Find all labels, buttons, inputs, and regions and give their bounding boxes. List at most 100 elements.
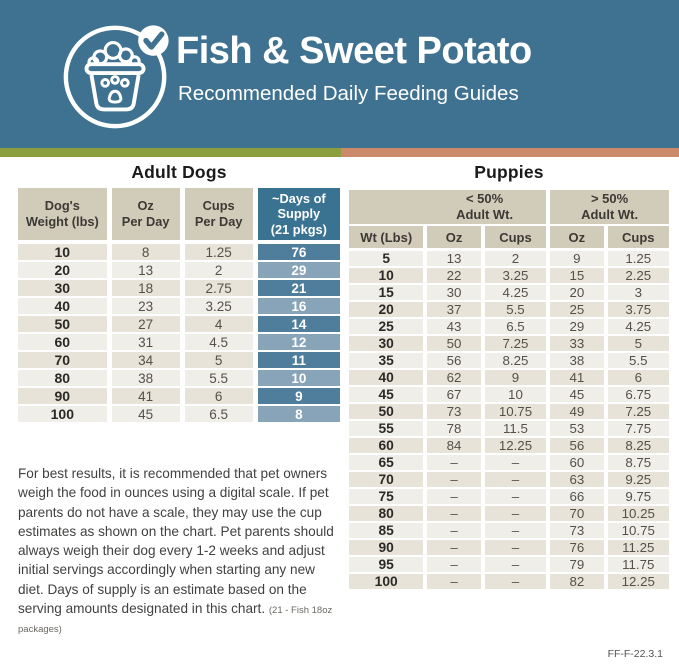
cups-over-50-cell: 3.75 bbox=[607, 302, 669, 319]
oz-over-50-cell: 76 bbox=[550, 540, 604, 557]
oz-over-50-cell: 60 bbox=[550, 455, 604, 472]
oz-under-50-cell: 73 bbox=[427, 404, 481, 421]
cups-over-50-cell: 1.25 bbox=[607, 251, 669, 268]
cups-over-50-cell: 5.5 bbox=[607, 353, 669, 370]
weight-cell: 10 bbox=[349, 268, 424, 285]
weight-cell: 90 bbox=[349, 540, 424, 557]
puppies-title: Puppies bbox=[474, 162, 544, 182]
oz-per-day-cell: 13 bbox=[111, 262, 180, 280]
puppies-row: 75– –66 9.75 bbox=[349, 489, 669, 506]
days-of-supply-cell: 29 bbox=[257, 262, 340, 280]
oz-under-50-cell: 13 bbox=[427, 251, 481, 268]
header-banner: Fish & Sweet Potato Recommended Daily Fe… bbox=[0, 0, 679, 148]
puppies-tbody: 5 13 2 9 1.25 10 22 3.25 15 2.25 15 30 4.25 20 3 20 37 5.… bbox=[349, 251, 669, 591]
cups-under-50-cell: 2 bbox=[484, 251, 547, 268]
col-header-wt-lbs: Wt (Lbs) bbox=[349, 226, 424, 251]
col-header-cups-over: Cups bbox=[607, 226, 669, 251]
days-of-supply-cell: 10 bbox=[257, 370, 340, 388]
adult-dogs-row: 60 31 4.5 12 bbox=[18, 334, 340, 352]
oz-under-50-cell: 50 bbox=[427, 336, 481, 353]
cups-over-50-cell: 4.25 bbox=[607, 319, 669, 336]
oz-under-50-cell: 37 bbox=[427, 302, 481, 319]
cups-over-50-cell: 9.25 bbox=[607, 472, 669, 489]
cups-under-50-cell: 10 bbox=[484, 387, 547, 404]
cups-over-50-cell: 7.75 bbox=[607, 421, 669, 438]
divider-left-green bbox=[0, 148, 341, 157]
col-header-days-of-supply: ~Days of Supply (21 pkgs) bbox=[257, 188, 340, 244]
cups-per-day-cell: 5.5 bbox=[184, 370, 253, 388]
cups-over-50-cell: 10.25 bbox=[607, 506, 669, 523]
oz-under-50-cell: – bbox=[427, 489, 481, 506]
page-title: Fish & Sweet Potato bbox=[176, 30, 532, 72]
weight-cell: 10 bbox=[18, 244, 107, 262]
oz-per-day-cell: 34 bbox=[111, 352, 180, 370]
group-header-over-50pct: > 50% Adult Wt. bbox=[550, 190, 669, 226]
weight-cell: 55 bbox=[349, 421, 424, 438]
weight-cell: 35 bbox=[349, 353, 424, 370]
puppies-row: 80– –70 10.25 bbox=[349, 506, 669, 523]
weight-cell: 50 bbox=[18, 316, 107, 334]
oz-under-50-cell: 62 bbox=[427, 370, 481, 387]
puppies-row: 55 78 11.5 53 7.75 bbox=[349, 421, 669, 438]
puppies-group-header-row: < 50% Adult Wt. > 50% Adult Wt. bbox=[349, 190, 669, 226]
oz-per-day-cell: 38 bbox=[111, 370, 180, 388]
puppies-row: 60 84 12.25 56 8.25 bbox=[349, 438, 669, 455]
oz-under-50-cell: – bbox=[427, 506, 481, 523]
weight-cell: 85 bbox=[349, 523, 424, 540]
oz-under-50-cell: – bbox=[427, 574, 481, 591]
adult-dogs-row: 50 27 4 14 bbox=[18, 316, 340, 334]
adult-dogs-row: 30 18 2.75 21 bbox=[18, 280, 340, 298]
divider-bar bbox=[0, 148, 679, 157]
cups-under-50-cell: – bbox=[484, 506, 547, 523]
weight-cell: 60 bbox=[18, 334, 107, 352]
cups-under-50-cell: – bbox=[484, 574, 547, 591]
cups-per-day-cell: 6.5 bbox=[184, 406, 253, 424]
adult-dogs-table: Dog's Weight (lbs) Oz Per Day Cups Per D… bbox=[13, 188, 345, 424]
oz-per-day-cell: 18 bbox=[111, 280, 180, 298]
oz-over-50-cell: 38 bbox=[550, 353, 604, 370]
oz-under-50-cell: 43 bbox=[427, 319, 481, 336]
weight-cell: 90 bbox=[18, 388, 107, 406]
adult-dogs-row: 80 38 5.5 10 bbox=[18, 370, 340, 388]
weight-cell: 15 bbox=[349, 285, 424, 302]
weight-cell: 65 bbox=[349, 455, 424, 472]
weight-cell: 100 bbox=[18, 406, 107, 424]
adult-dogs-tbody: 10 8 1.25 76 20 13 2 29 30 18 2.75 21 40 23 3.25 16 50 27… bbox=[18, 244, 340, 424]
cups-per-day-cell: 6 bbox=[184, 388, 253, 406]
cups-over-50-cell: 12.25 bbox=[607, 574, 669, 591]
form-code: FF-F-22.3.1 bbox=[607, 648, 663, 660]
weight-cell: 100 bbox=[349, 574, 424, 591]
weight-cell: 25 bbox=[349, 319, 424, 336]
cups-under-50-cell: 4.25 bbox=[484, 285, 547, 302]
weight-cell: 45 bbox=[349, 387, 424, 404]
cups-under-50-cell: 8.25 bbox=[484, 353, 547, 370]
oz-under-50-cell: – bbox=[427, 472, 481, 489]
page-subtitle: Recommended Daily Feeding Guides bbox=[178, 82, 519, 105]
days-of-supply-cell: 9 bbox=[257, 388, 340, 406]
oz-under-50-cell: – bbox=[427, 540, 481, 557]
puppies-row: 90– –76 11.25 bbox=[349, 540, 669, 557]
puppies-row: 15 30 4.25 20 3 bbox=[349, 285, 669, 302]
weight-cell: 20 bbox=[349, 302, 424, 319]
cups-under-50-cell: – bbox=[484, 455, 547, 472]
oz-under-50-cell: 30 bbox=[427, 285, 481, 302]
cups-per-day-cell: 1.25 bbox=[184, 244, 253, 262]
adult-dogs-row: 10 8 1.25 76 bbox=[18, 244, 340, 262]
oz-per-day-cell: 31 bbox=[111, 334, 180, 352]
weight-cell: 95 bbox=[349, 557, 424, 574]
cups-per-day-cell: 2.75 bbox=[184, 280, 253, 298]
days-of-supply-cell: 21 bbox=[257, 280, 340, 298]
dog-food-bowl-check-icon bbox=[63, 25, 169, 129]
weight-cell: 40 bbox=[349, 370, 424, 387]
cups-under-50-cell: – bbox=[484, 540, 547, 557]
oz-under-50-cell: 84 bbox=[427, 438, 481, 455]
oz-under-50-cell: – bbox=[427, 523, 481, 540]
col-header-oz-per-day: Oz Per Day bbox=[111, 188, 180, 244]
col-header-oz-over: Oz bbox=[550, 226, 604, 251]
oz-under-50-cell: – bbox=[427, 455, 481, 472]
cups-under-50-cell: 6.5 bbox=[484, 319, 547, 336]
puppies-row: 40 62 9 41 6 bbox=[349, 370, 669, 387]
footnote-text: For best results, it is recommended that… bbox=[18, 464, 343, 638]
days-of-supply-cell: 14 bbox=[257, 316, 340, 334]
